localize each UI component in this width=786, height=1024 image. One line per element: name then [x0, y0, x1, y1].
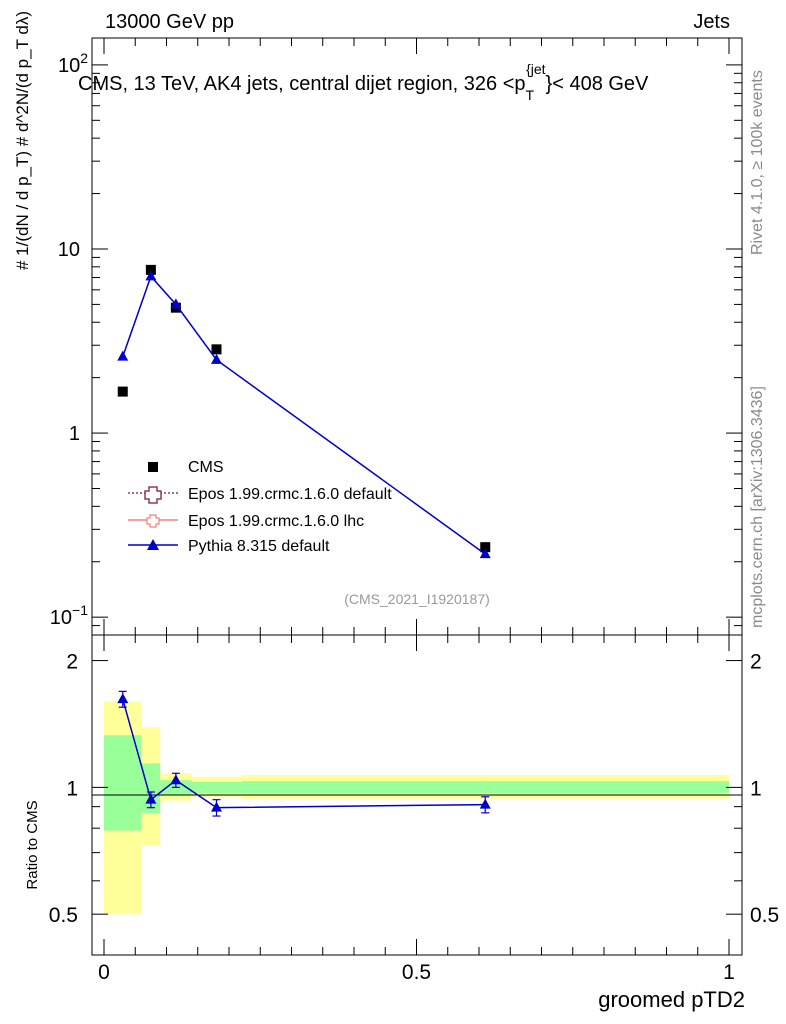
ratio-pythia-point	[211, 801, 222, 812]
x-axis: 0 0.5 1	[98, 635, 735, 984]
chart-title-sup: {jet	[526, 61, 546, 77]
chart-title-sub: T	[526, 87, 535, 103]
ratio-pythia-point	[117, 693, 129, 704]
analysis-tag: (CMS_2021_I1920187)	[344, 591, 490, 607]
x-tick-label: 0.5	[402, 961, 431, 984]
legend-item-cms: CMS	[148, 459, 224, 476]
ratio-pythia-point	[170, 774, 182, 785]
ratio-bands	[104, 701, 729, 915]
chart-title: CMS, 13 TeV, AK4 jets, central dijet reg…	[78, 61, 649, 103]
main-y-tick-base: 10	[58, 55, 80, 77]
ratio-y-tick-label-right: 0.5	[750, 904, 779, 927]
legend-marker-cross	[146, 514, 160, 528]
energy-label: 13000 GeV pp	[105, 11, 234, 33]
mcplots-label: mcplots.cern.ch [arXiv:1306.3436]	[749, 386, 766, 628]
main-y-tick-label: 10	[58, 239, 80, 261]
ratio-band-inner	[241, 781, 729, 793]
main-y-tick-exp: −1	[72, 602, 88, 618]
main-y-tick-label: 102	[58, 50, 88, 77]
x-tick-label: 1	[723, 961, 735, 984]
ratio-pythia-point	[145, 793, 157, 804]
pythia-point	[479, 548, 491, 559]
rivet-label: Rivet 4.1.0, ≥ 100k events	[749, 70, 766, 255]
cms-point	[117, 386, 128, 397]
ratio-pythia-point	[479, 798, 491, 809]
legend-marker-square	[148, 462, 158, 472]
legend-label-cms: CMS	[188, 459, 224, 476]
cms-point	[211, 344, 222, 355]
main-x-ticks	[103, 38, 730, 635]
ratio-band-inner	[104, 735, 142, 831]
legend: CMS Epos 1.99.crmc.1.6.0 default Epos 1.…	[128, 459, 392, 555]
ratio-band-inner	[141, 763, 161, 813]
main-y-tick-label: 10−1	[50, 602, 88, 629]
legend-label-epos-lhc: Epos 1.99.crmc.1.6.0 lhc	[188, 513, 364, 530]
x-axis-label: groomed pTD2	[598, 987, 745, 1012]
legend-item-epos-lhc: Epos 1.99.crmc.1.6.0 lhc	[128, 513, 364, 530]
pythia-point	[170, 298, 182, 309]
main-y-tick-base: 10	[50, 607, 72, 629]
legend-label-pythia: Pythia 8.315 default	[188, 538, 330, 555]
ratio-y-tick-label: 0.5	[49, 904, 78, 927]
legend-item-pythia: Pythia 8.315 default	[128, 538, 330, 555]
ratio-series	[117, 690, 491, 817]
cms-point	[145, 264, 156, 275]
category-label: Jets	[693, 11, 730, 33]
chart-title-main: CMS, 13 TeV, AK4 jets, central dijet reg…	[78, 73, 526, 95]
ratio-y-tick-label: 1	[66, 777, 78, 800]
ratio-ylabel: Ratio to CMS	[24, 800, 41, 889]
legend-marker-triangle	[147, 539, 159, 550]
legend-label-epos-default: Epos 1.99.crmc.1.6.0 default	[188, 486, 392, 503]
pythia-point	[145, 270, 157, 281]
ratio-panel: 0.5 0.51 12 2 0 0.5 1 Ratio to CMS groomed pT…	[24, 634, 779, 1012]
main-ylabel: # 1/(dN / d p_T) # d^2N/(d p_T dλ)	[13, 11, 32, 270]
main-ylabel-text: # 1/(dN / d p_T) # d^2N/(d p_T dλ)	[13, 11, 32, 270]
ratio-y-tick-label-right: 2	[750, 651, 762, 674]
ratio-y-tick-label: 2	[66, 651, 78, 674]
main-y-tick-exp: 2	[80, 50, 88, 66]
legend-marker-cross	[144, 486, 162, 504]
ratio-y-tick-label-right: 1	[750, 777, 762, 800]
cms-point	[480, 542, 491, 553]
ratio-y-axis: 0.5 0.5 1 1 2 2	[49, 651, 779, 956]
pythia-point	[117, 350, 129, 361]
chart-title-tail: }< 408 GeV	[546, 73, 650, 95]
legend-item-epos-default: Epos 1.99.crmc.1.6.0 default	[128, 486, 392, 504]
pythia-point	[211, 353, 222, 364]
main-y-tick-label: 1	[69, 423, 80, 445]
x-tick-label: 0	[98, 961, 110, 984]
ratio-band-inner	[191, 781, 242, 793]
main-series	[117, 264, 491, 559]
